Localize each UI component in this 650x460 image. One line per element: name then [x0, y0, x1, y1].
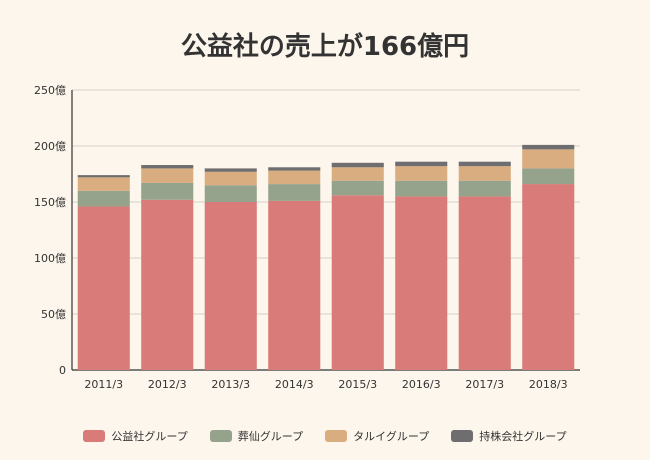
legend-label: タルイグループ [353, 430, 430, 443]
x-tick-label: 2015/3 [338, 378, 377, 391]
x-tick-label: 2017/3 [465, 378, 504, 391]
legend-item[interactable]: タルイグループ [325, 428, 429, 444]
legend-item[interactable]: 持株会社グループ [451, 428, 567, 444]
stacked-bar-chart: 0 50億 100億 150億 200億 250億 2011/3 2012/3 2013/3 20… [34, 84, 580, 391]
x-tick-label: 2011/3 [84, 378, 123, 391]
legend-swatch [209, 430, 232, 442]
y-tick-label: 50億 [41, 308, 66, 321]
bar-segment [77, 177, 130, 191]
legend-item[interactable]: 公益社グループ [83, 428, 188, 444]
bar-segment [268, 184, 321, 201]
legend-swatch [325, 430, 348, 442]
bar-segment [204, 185, 257, 202]
bar-segment [331, 195, 384, 370]
bar-segment [331, 162, 384, 168]
chart-title: 公益社の売上が166億円 [180, 32, 470, 62]
bar-segment [458, 196, 511, 370]
bar-segment [268, 170, 321, 185]
y-tick-label: 100億 [34, 252, 66, 265]
bar-segment [395, 180, 448, 197]
x-tick-label: 2018/3 [529, 378, 568, 391]
bar-segment [395, 166, 448, 181]
bar-segment [268, 200, 321, 370]
bar-segment [204, 168, 257, 172]
bar-segment [331, 167, 384, 181]
y-tick-label: 150億 [34, 196, 66, 209]
bar-segment [204, 202, 257, 370]
bar-segment [268, 167, 321, 171]
bar-segment [77, 175, 130, 178]
legend: 公益社グループ 葬仙グループ タルイグループ 持株会社グループ [0, 428, 650, 444]
bar-segment [141, 165, 194, 169]
x-tick-label: 2013/3 [211, 378, 250, 391]
bar-segment [204, 171, 257, 186]
bar-segment [77, 190, 130, 207]
bar-segment [458, 180, 511, 197]
legend-label: 葬仙グループ [237, 430, 304, 443]
x-tick-label: 2012/3 [148, 378, 187, 391]
bar-segment [458, 161, 511, 167]
y-tick-label: 0 [59, 364, 66, 377]
bar-segment [522, 168, 575, 185]
bar-segment [141, 182, 194, 200]
bar-segment [522, 149, 575, 169]
x-tick-label: 2014/3 [275, 378, 314, 391]
y-tick-label: 200億 [34, 140, 66, 153]
legend-item[interactable]: 葬仙グループ [209, 428, 304, 444]
legend-label: 公益社グループ [111, 430, 188, 443]
bar-segment [395, 161, 448, 167]
legend-swatch [451, 430, 474, 442]
bar-segment [141, 199, 194, 370]
x-tick-label: 2016/3 [402, 378, 441, 391]
bar-segment [331, 180, 384, 196]
bar-segment [458, 166, 511, 181]
bar-segment [522, 144, 575, 150]
y-tick-label: 250億 [34, 84, 66, 97]
bar-segment [395, 196, 448, 370]
bar-segment [77, 206, 130, 370]
bar-segment [141, 168, 194, 183]
bar-segment [522, 184, 575, 370]
legend-swatch [83, 430, 106, 442]
legend-label: 持株会社グループ [479, 430, 567, 443]
